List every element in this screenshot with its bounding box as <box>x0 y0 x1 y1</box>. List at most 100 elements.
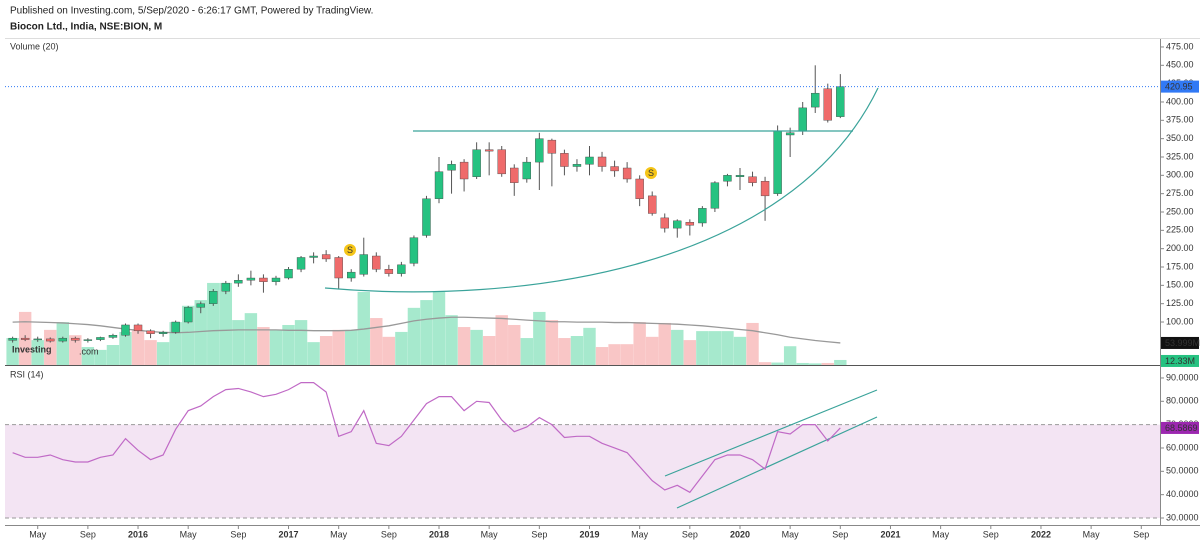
candle-body <box>146 330 155 334</box>
candle-body <box>121 324 130 336</box>
candle-body <box>522 161 531 180</box>
volume-bar <box>696 331 709 365</box>
candle-body <box>648 195 657 214</box>
last-price-label: 420.95 <box>1165 81 1193 91</box>
candle-body <box>472 149 481 177</box>
volume-bar <box>470 329 483 365</box>
volume-bar <box>445 315 458 365</box>
x-tick-label: Sep <box>80 529 96 539</box>
volume-bar <box>796 362 809 365</box>
y-tick-label: 350.00 <box>1166 133 1194 143</box>
rsi-channel <box>664 389 878 477</box>
volume-bar <box>733 336 747 365</box>
candle-body <box>610 166 619 172</box>
x-tick-label: 2021 <box>880 529 900 539</box>
y-tick-label: 275.00 <box>1166 188 1194 198</box>
volume-bar <box>382 336 396 365</box>
x-tick-label: 2018 <box>429 529 449 539</box>
y-tick-label: 125.00 <box>1166 298 1194 308</box>
volume-bar <box>495 315 508 365</box>
candle-body <box>221 282 231 292</box>
candle-body <box>209 291 218 304</box>
candle-body <box>572 164 582 167</box>
candle-body <box>660 217 669 229</box>
volume-bar <box>658 322 671 365</box>
x-tick-label: May <box>1083 529 1101 539</box>
candle-body <box>372 255 381 270</box>
x-tick-label: Sep <box>381 529 397 539</box>
volume-label-box <box>1161 354 1199 367</box>
volume-bar <box>407 307 421 365</box>
candle-body <box>685 222 695 226</box>
x-tick-label: Sep <box>983 529 999 539</box>
candle-body <box>234 280 243 284</box>
candle-body <box>284 269 293 279</box>
volume-bar <box>31 340 44 365</box>
x-tick-label: 2020 <box>730 529 750 539</box>
volume-bar <box>783 346 797 365</box>
volume-bar <box>834 359 847 365</box>
y-tick-label: 175.00 <box>1166 261 1194 271</box>
rsi-title: RSI (14) <box>10 369 44 379</box>
candle-body <box>811 92 820 108</box>
volume-bar <box>219 282 233 365</box>
dividend-marker <box>344 244 356 256</box>
volume-bar <box>332 329 345 365</box>
candle-body <box>33 338 42 341</box>
volume-bar <box>294 320 308 365</box>
volume-bar <box>56 322 69 365</box>
volume-bar <box>708 331 722 365</box>
volume-bar <box>583 327 596 365</box>
candle-body <box>196 303 205 308</box>
volume-bar <box>671 329 684 365</box>
candle-body <box>58 337 67 342</box>
candle-body <box>723 175 732 182</box>
rsi-label-box <box>1161 421 1199 434</box>
volume-bar <box>432 291 446 365</box>
volume-bar <box>119 331 132 365</box>
candle-body <box>321 254 331 260</box>
volume-bar <box>131 329 145 365</box>
volume-bar <box>420 300 433 365</box>
candle-body <box>96 337 105 340</box>
volume-bar <box>81 347 95 365</box>
x-tick-label: May <box>481 529 499 539</box>
volume-bar <box>319 336 333 365</box>
x-tick-label: 2016 <box>128 529 148 539</box>
candle-body <box>748 176 757 183</box>
volume-bar <box>106 344 120 365</box>
x-tick-label: Sep <box>230 529 246 539</box>
candle-body <box>760 180 770 197</box>
y-tick-label: 450.00 <box>1166 60 1194 70</box>
candle-body <box>547 139 557 154</box>
volume-bar <box>771 362 784 365</box>
candle-body <box>434 171 444 199</box>
rsi-channel <box>676 416 878 509</box>
volume-bar <box>809 363 822 365</box>
y-tick-label: 40.0000 <box>1166 489 1199 499</box>
candle-body <box>698 208 707 224</box>
x-tick-label: Sep <box>832 529 848 539</box>
candle-body <box>133 324 143 332</box>
y-tick-label: 400.00 <box>1166 96 1194 106</box>
candle-body <box>836 86 845 117</box>
chart-title: Biocon Ltd., India, NSE:BION, M <box>10 22 162 33</box>
candle-body <box>271 277 281 282</box>
candle-body <box>773 131 782 194</box>
x-tick-label: May <box>29 529 47 539</box>
volume-bar <box>6 338 19 365</box>
y-tick-label: 475.00 <box>1166 41 1194 51</box>
volume-ma-label: 53.999M <box>1165 338 1200 348</box>
candle-body <box>8 337 17 341</box>
y-tick-label: 150.00 <box>1166 280 1194 290</box>
candle-body <box>71 337 80 341</box>
y-tick-label: 225.00 <box>1166 225 1194 235</box>
x-tick-label: May <box>631 529 649 539</box>
candle-body <box>673 220 682 229</box>
volume-bar <box>232 320 245 365</box>
logo-suffix: .com <box>79 346 99 356</box>
published-note: Published on Investing.com, 5/Sep/2020 -… <box>10 6 373 17</box>
volume-bar <box>269 329 283 365</box>
candle-body <box>347 271 356 279</box>
y-tick-label: 80.0000 <box>1166 396 1199 406</box>
